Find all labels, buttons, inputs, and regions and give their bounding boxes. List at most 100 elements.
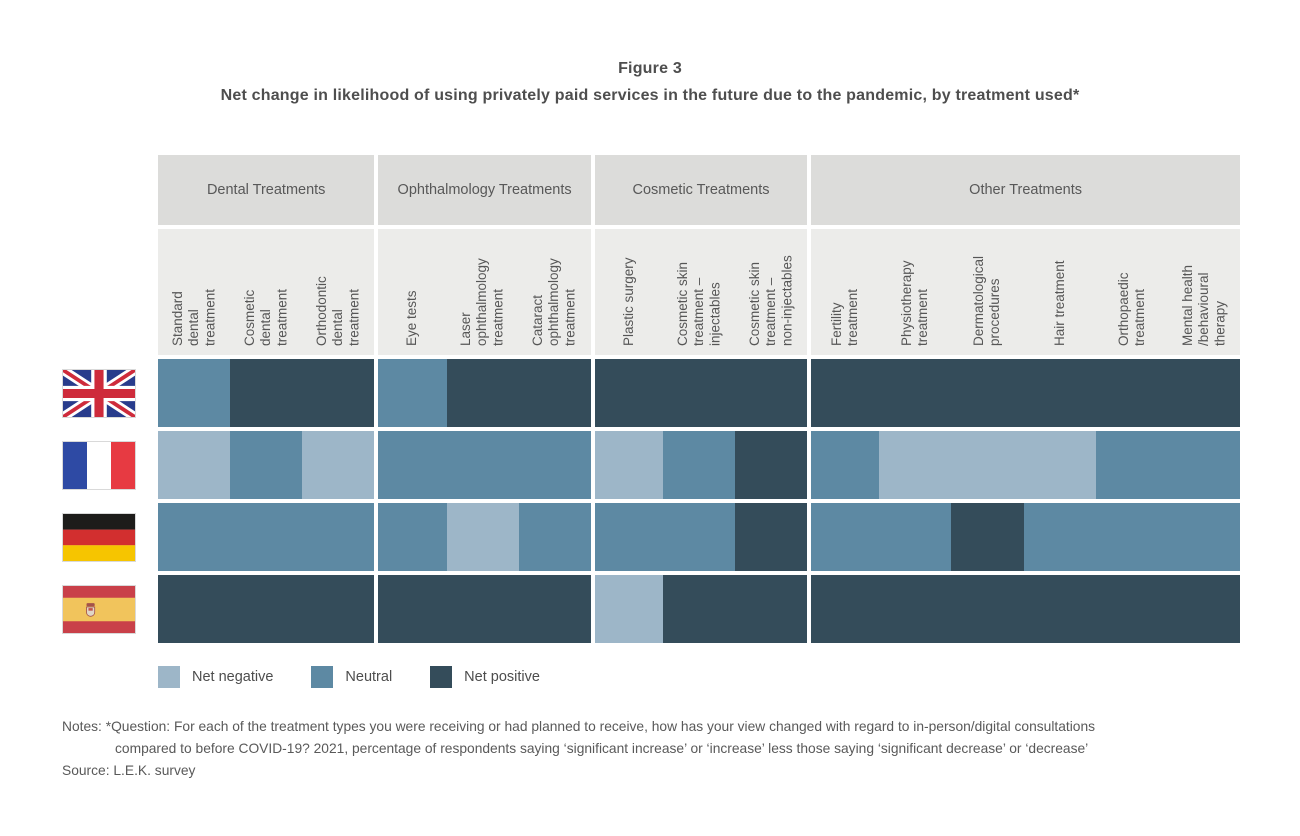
row-flag-cell-spain [62,575,158,643]
legend-swatch-neutral [311,666,334,688]
source-line: Source: L.E.K. survey [62,763,196,778]
column-label-cell-1: Standard dental treatment [158,229,231,355]
column-label: Fertility treatment [829,288,861,346]
legend-item-neutral: Neutral [311,666,392,688]
heatmap-cell-spain-6 [518,575,591,643]
title-block: Figure 3 Net change in likelihood of usi… [0,60,1300,105]
column-label: Plastic surgery [620,257,636,346]
column-label: Cosmetic dental treatment [241,288,290,346]
column-label-cell-6: Cataract ophthalmology treatment [518,229,591,355]
column-label: Mental health /behavioural therapy [1179,264,1228,346]
heatmap-cell-spain-2 [230,575,303,643]
row-flag-cell-germany [62,503,158,571]
heatmap-cell-france-14 [1095,431,1168,499]
heatmap-cell-france-1 [158,431,231,499]
column-label-cell-5: Laser ophthalmology treatment [446,229,519,355]
heatmap-cell-uk-8 [662,359,736,427]
heatmap-cell-uk-9 [735,359,808,427]
spain-flag-icon [62,584,136,634]
legend-swatch-positive [430,666,453,688]
heatmap-cell-germany-12 [951,503,1024,571]
heatmap-cell-uk-10 [807,359,880,427]
legend-item-negative: Net negative [158,666,273,688]
heatmap-cell-germany-5 [446,503,519,571]
heatmap-cell-germany-14 [1095,503,1168,571]
heatmap-cell-germany-4 [374,503,447,571]
row-flag-cell-france [62,431,158,499]
legend-label-neutral: Neutral [345,669,393,685]
legend-item-positive: Net positive [430,666,540,688]
legend: Net negative Neutral Net positive [158,666,540,688]
heatmap-grid: Dental Treatments Ophthalmology Treatment… [62,155,1240,643]
group-header-dental-treatments: Dental Treatments [158,155,375,225]
heatmap-cell-france-3 [302,431,375,499]
heatmap-cell-germany-6 [518,503,591,571]
heatmap-cell-spain-13 [1023,575,1096,643]
column-label: Orthodontic dental treatment [314,276,362,346]
column-label: Hair treatment [1051,260,1067,346]
heatmap-cell-uk-6 [518,359,591,427]
heatmap-cell-germany-3 [302,503,375,571]
heatmap-cell-france-13 [1023,431,1096,499]
heatmap-cell-uk-12 [951,359,1024,427]
heatmap-cell-uk-5 [446,359,519,427]
heatmap-cell-uk-3 [302,359,375,427]
heatmap-cell-germany-7 [590,503,663,571]
heatmap-cell-spain-11 [879,575,952,643]
heatmap-cell-germany-10 [807,503,880,571]
heatmap-cell-uk-11 [879,359,952,427]
column-label-cell-10: Fertility treatment [807,229,880,355]
heatmap-cell-spain-14 [1095,575,1168,643]
heatmap-cell-germany-2 [230,503,303,571]
germany-flag-icon [62,512,136,562]
column-label-cell-11: Physiotherapy treatment [879,229,952,355]
heatmap-cell-uk-4 [374,359,447,427]
heatmap-cell-germany-11 [879,503,952,571]
column-label-cell-12: Dermatological procedures [951,229,1024,355]
column-label-cell-7: Plastic surgery [590,229,663,355]
heatmap-cell-france-12 [951,431,1024,499]
column-label-cell-2: Cosmetic dental treatment [230,229,303,355]
heatmap-cell-spain-9 [735,575,808,643]
heatmap-cell-uk-2 [230,359,303,427]
heatmap-cell-spain-12 [951,575,1024,643]
column-label-cell-9: Cosmetic skin treatment – non-injectable… [735,229,808,355]
heatmap-cell-spain-15 [1167,575,1240,643]
heatmap-cell-spain-10 [807,575,880,643]
column-label-cell-14: Orthopaedic treatment [1095,229,1168,355]
heatmap-cell-france-10 [807,431,880,499]
heatmap-cell-france-5 [446,431,519,499]
group-header-other-treatments: Other Treatments [807,155,1240,225]
heatmap-cell-germany-9 [735,503,808,571]
heatmap-cell-france-2 [230,431,303,499]
heatmap-cell-uk-14 [1095,359,1168,427]
heatmap-cell-germany-8 [662,503,736,571]
heatmap-cell-france-9 [735,431,808,499]
column-label-cell-4: Eye tests [374,229,447,355]
figure-title: Net change in likelihood of using privat… [220,87,1080,104]
column-label: Cosmetic skin treatment – non-injectable… [746,255,795,346]
heatmap-cell-uk-7 [590,359,663,427]
heatmap-table: Dental Treatments Ophthalmology Treatment… [62,155,1240,643]
heatmap-cell-germany-15 [1167,503,1240,571]
heatmap-cell-spain-8 [662,575,736,643]
legend-label-negative: Net negative [192,669,274,685]
legend-label-positive: Net positive [464,669,540,685]
column-label: Cataract ophthalmology treatment [530,258,578,346]
heatmap-cell-spain-4 [374,575,447,643]
notes-line-2: compared to before COVID-19? 2021, perce… [115,741,1089,756]
column-label: Laser ophthalmology treatment [458,258,506,346]
heatmap-cell-france-7 [590,431,663,499]
column-label-cell-3: Orthodontic dental treatment [302,229,375,355]
column-label: Eye tests [404,290,420,346]
heatmap-cell-france-11 [879,431,952,499]
notes: Notes: *Question: For each of the treatm… [62,716,1222,782]
column-label: Orthopaedic treatment [1115,272,1147,346]
group-header-ophthalmology-treatments: Ophthalmology Treatments [374,155,591,225]
heatmap-cell-germany-1 [158,503,231,571]
row-flag-cell-uk [62,359,158,427]
group-header-cosmetic-treatments: Cosmetic Treatments [590,155,808,225]
column-label: Standard dental treatment [169,288,218,346]
heatmap-cell-france-15 [1167,431,1240,499]
